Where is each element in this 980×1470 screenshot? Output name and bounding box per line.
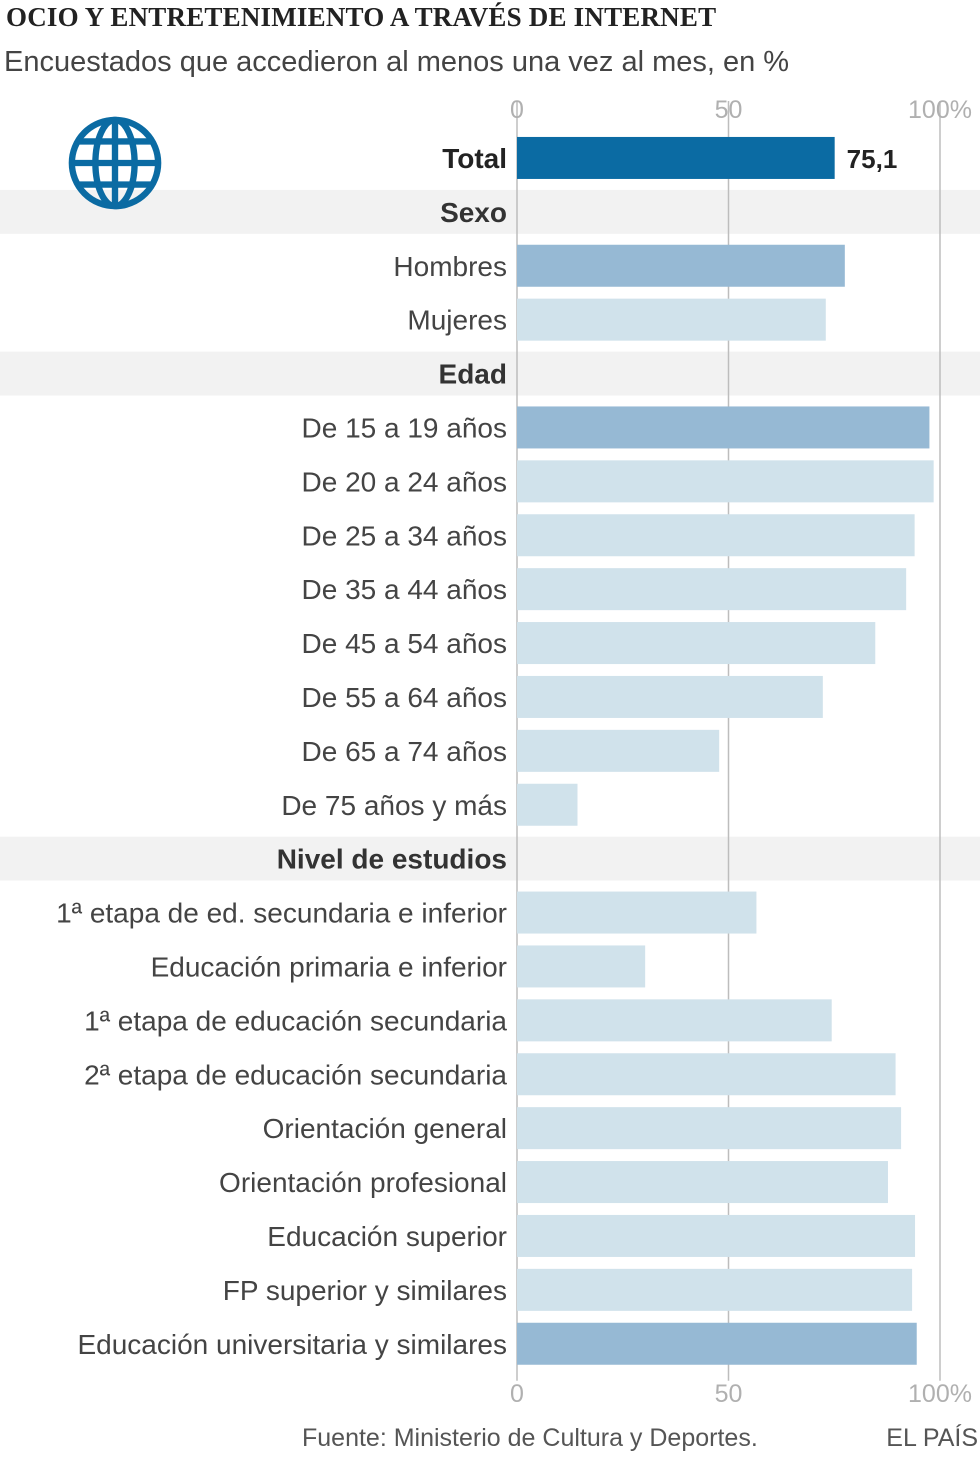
bar <box>517 460 934 503</box>
bar-total <box>517 136 835 179</box>
x-tick-label-bottom: 50 <box>715 1380 743 1408</box>
bar <box>517 406 930 449</box>
source-note: Fuente: Ministerio de Cultura y Deportes… <box>302 1424 758 1452</box>
category-label: De 45 a 54 años <box>302 628 508 659</box>
section-band <box>0 189 980 234</box>
bar <box>517 298 826 341</box>
data-label: 75,1 <box>847 144 898 174</box>
bar <box>517 1268 913 1311</box>
category-label: De 75 años y más <box>281 790 507 821</box>
bar <box>517 1214 916 1257</box>
brand-logo-text: EL PAÍS <box>886 1424 978 1452</box>
x-tick-label-top: 100% <box>908 96 972 124</box>
chart-subtitle: Encuestados que accedieron al menos una … <box>4 46 790 78</box>
x-tick-label-top: 0 <box>510 96 524 124</box>
section-band <box>0 836 980 881</box>
category-label-total: Total <box>442 143 507 174</box>
category-label: De 55 a 64 años <box>302 682 508 713</box>
bar <box>517 945 646 988</box>
category-label: De 15 a 19 años <box>302 412 508 443</box>
category-label: Hombres <box>393 251 507 282</box>
bar <box>517 568 907 611</box>
category-label: De 20 a 24 años <box>302 466 508 497</box>
category-label: Mujeres <box>407 305 507 336</box>
x-tick-label-bottom: 100% <box>908 1380 972 1408</box>
globe-icon <box>68 116 162 210</box>
category-label: Orientación profesional <box>219 1167 507 1198</box>
section-label: Sexo <box>440 197 507 228</box>
bar <box>517 244 845 287</box>
section-label: Nivel de estudios <box>277 844 507 875</box>
category-label: De 65 a 74 años <box>302 736 508 767</box>
category-label: Educación universitaria y similares <box>77 1329 507 1360</box>
category-label: Educación primaria e inferior <box>151 951 507 982</box>
bar <box>517 1053 896 1096</box>
bar <box>517 1107 902 1150</box>
bar <box>517 1161 888 1204</box>
section-band <box>0 351 980 396</box>
category-label: 1ª etapa de ed. secundaria e inferior <box>56 898 507 929</box>
bar <box>517 675 823 718</box>
category-label: De 25 a 34 años <box>302 520 508 551</box>
bar <box>517 729 720 772</box>
category-label: 2ª etapa de educación secundaria <box>84 1059 507 1090</box>
bar <box>517 622 876 665</box>
bar <box>517 891 757 934</box>
x-tick-label-top: 50 <box>715 96 743 124</box>
category-label: De 35 a 44 años <box>302 574 508 605</box>
section-label: Edad <box>439 359 507 390</box>
category-label: 1ª etapa de educación secundaria <box>84 1005 507 1036</box>
x-tick-label-bottom: 0 <box>510 1380 524 1408</box>
chart-title: OCIO Y ENTRETENIMIENTO A TRAVÉS DE INTER… <box>6 2 717 32</box>
category-label: FP superior y similares <box>223 1275 507 1306</box>
bar <box>517 783 578 826</box>
bar <box>517 999 832 1042</box>
category-label: Orientación general <box>263 1113 507 1144</box>
bar <box>517 514 915 557</box>
bar <box>517 1322 917 1365</box>
category-label: Educación superior <box>267 1221 507 1252</box>
